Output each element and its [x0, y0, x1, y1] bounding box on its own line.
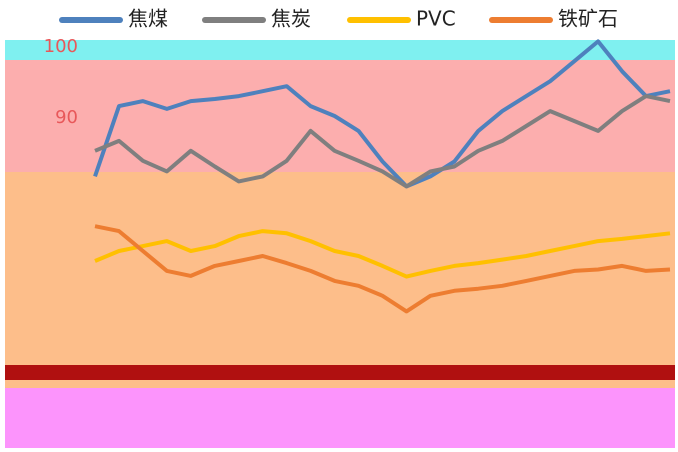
series-line — [93, 39, 671, 189]
legend-label: 铁矿石 — [558, 7, 618, 31]
band — [5, 40, 675, 60]
band — [5, 388, 675, 448]
band — [5, 365, 675, 380]
series-line — [94, 229, 671, 279]
series-line — [94, 224, 671, 314]
y-tick-label: 90 — [55, 107, 78, 128]
band — [5, 172, 675, 365]
y-tick-label: 100 — [44, 36, 78, 57]
band — [5, 380, 675, 388]
series-line — [94, 94, 671, 189]
legend-label: 焦煤 — [128, 7, 168, 31]
legend-label: 焦炭 — [271, 7, 311, 31]
legend-label: PVC — [416, 7, 456, 31]
